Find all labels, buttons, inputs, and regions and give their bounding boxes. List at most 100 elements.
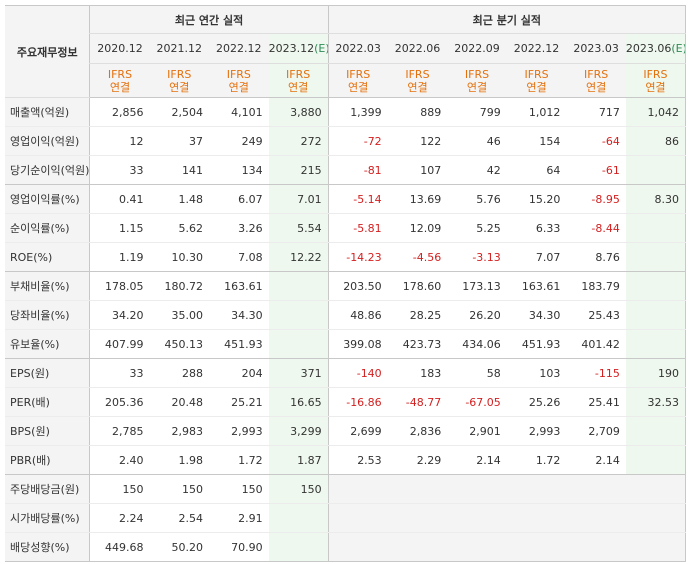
table-cell: 717 [566,97,626,127]
table-row: BPS(원) 2,785 2,983 2,993 3,299 2,699 2,836 2,90… [5,416,686,446]
table-cell: 25.41 [566,387,626,417]
table-cell: 5.54 [268,213,329,243]
table-cell: 12.22 [268,242,329,272]
row-label: BPS(원) [5,416,90,446]
table-cell: 2,504 [149,97,210,127]
table-cell: 2.53 [327,445,388,475]
table-cell: 58 [447,358,507,388]
table-cell: 203.50 [327,271,388,301]
ifrs-consolidated-link[interactable]: IFRS 연결 [566,63,626,98]
corner-label: 주요재무정보 [5,5,90,98]
table-cell: 2,699 [327,416,388,446]
period-header: 2022.12 [209,33,269,64]
ifrs-consolidated-link[interactable]: IFRS 연결 [209,63,269,98]
table-cell: 451.93 [506,329,567,359]
table-cell [625,271,686,301]
table-cell: 2,983 [149,416,210,446]
table-cell: 26.20 [447,300,507,330]
ifrs-consolidated-link[interactable]: IFRS 연결 [447,63,507,98]
header-group-row: 주요재무정보 최근 연간 실적 최근 분기 실적 [5,5,687,98]
ifrs-consolidated-link[interactable]: IFRS 연결 [149,63,210,98]
row-label: PER(배) [5,387,90,417]
table-cell: 889 [387,97,448,127]
table-cell: -14.23 [327,242,388,272]
table-row: 주당배당금(원) 150 150 150 150 [5,474,686,504]
estimate-mark: (E) [314,42,329,55]
table-cell: 2.91 [209,503,269,533]
table-cell: 33 [89,358,150,388]
table-cell: 34.30 [209,300,269,330]
ifrs-label: IFRS [167,67,192,81]
table-cell: 163.61 [209,271,269,301]
table-cell: 5.25 [447,213,507,243]
table-cell: 2.24 [89,503,150,533]
table-cell: -8.95 [566,184,626,214]
consolidated-label: 연결 [526,80,547,94]
table-cell: 35.00 [149,300,210,330]
ifrs-consolidated-link[interactable]: IFRS 연결 [506,63,567,98]
table-cell: 272 [268,126,329,156]
table-cell: 2.14 [566,445,626,475]
ifrs-consolidated-link[interactable]: IFRS 연결 [268,63,329,98]
table-cell: 50.20 [149,532,210,562]
table-cell: 12.09 [387,213,448,243]
table-cell: 204 [209,358,269,388]
ifrs-label: IFRS [286,67,311,81]
table-cell: 163.61 [506,271,567,301]
table-cell: 4,101 [209,97,269,127]
ifrs-consolidated-link[interactable]: IFRS 연결 [327,63,388,98]
table-cell: 34.30 [506,300,567,330]
table-cell: 288 [149,358,210,388]
table-cell: 141 [149,155,210,185]
table-cell: 799 [447,97,507,127]
table-cell [625,155,686,185]
row-label: ROE(%) [5,242,90,272]
table-cell: 434.06 [447,329,507,359]
table-cell: 1.98 [149,445,210,475]
table-cell: 3,299 [268,416,329,446]
table-row: 유보율(%) 407.99 450.13 451.93 399.08 423.73 434.… [5,329,686,359]
table-cell: 86 [625,126,686,156]
period-header: 2020.12 [89,33,150,64]
table-cell [327,532,388,562]
consolidated-label: 연결 [645,80,666,94]
table-row: 시가배당률(%) 2.24 2.54 2.91 [5,503,686,533]
table-cell: 371 [268,358,329,388]
table-cell: 190 [625,358,686,388]
table-cell: 1,012 [506,97,567,127]
period-header: 2021.12 [149,33,210,64]
ifrs-consolidated-link[interactable]: IFRS 연결 [89,63,150,98]
table-cell: -61 [566,155,626,185]
table-cell: 3,880 [268,97,329,127]
table-cell [387,503,448,533]
table-cell: 20.48 [149,387,210,417]
table-cell: 2.14 [447,445,507,475]
row-label: 배당성향(%) [5,532,90,562]
table-cell [625,416,686,446]
table-cell [268,300,329,330]
row-label: 주당배당금(원) [5,474,90,504]
table-row: 배당성향(%) 449.68 50.20 70.90 [5,532,686,562]
table-cell: 7.01 [268,184,329,214]
table-cell: 12 [89,126,150,156]
ifrs-consolidated-link[interactable]: IFRS 연결 [625,63,686,98]
table-cell: 2,993 [209,416,269,446]
period-label: 2023.12 [268,42,315,55]
table-body: 매출액(억원) 2,856 2,504 4,101 3,880 1,399 889 799 1,… [5,97,686,562]
table-cell: 5.62 [149,213,210,243]
row-label: 당기순이익(억원) [5,155,90,185]
table-cell [625,213,686,243]
ifrs-consolidated-link[interactable]: IFRS 연결 [387,63,448,98]
table-cell [447,474,507,504]
table-cell: 46 [447,126,507,156]
consolidated-label: 연결 [466,80,488,94]
table-cell: 6.33 [506,213,567,243]
period-label: 2023.06 [625,42,672,55]
table-cell: 249 [209,126,269,156]
table-cell [268,329,329,359]
table-cell: 180.72 [149,271,210,301]
table-cell: 1.15 [89,213,150,243]
consolidated-label: 연결 [287,80,309,94]
table-row: 부채비율(%) 178.05 180.72 163.61 203.50 178.60 173… [5,271,686,301]
table-cell: 25.43 [566,300,626,330]
